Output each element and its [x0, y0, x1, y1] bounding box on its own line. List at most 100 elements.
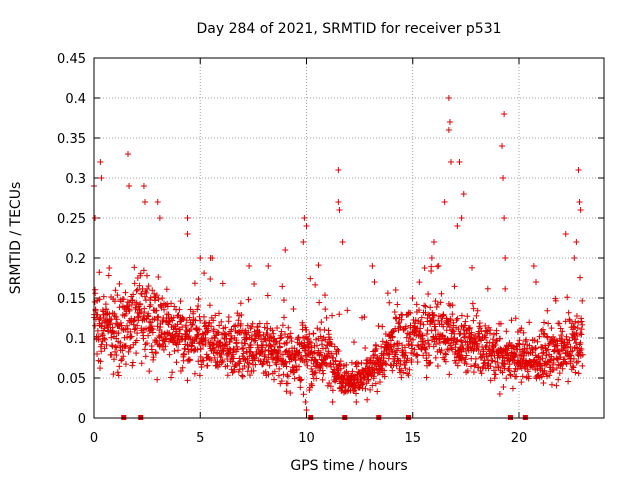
- data-point: [502, 255, 509, 261]
- data-point: [394, 301, 401, 308]
- data-point: [305, 335, 312, 342]
- data-point: [482, 334, 489, 341]
- data-point: [578, 331, 585, 338]
- data-point: [288, 338, 295, 345]
- data-point: [244, 322, 251, 329]
- data-point: [376, 355, 383, 362]
- y-tick-label: 0.25: [57, 212, 86, 227]
- data-point: [107, 319, 114, 326]
- data-point: [525, 375, 532, 382]
- y-tick-label: 0: [78, 412, 86, 427]
- data-point: [457, 337, 464, 344]
- data-point: [215, 329, 222, 336]
- data-point: [501, 111, 508, 117]
- data-point: [458, 338, 465, 345]
- data-point: [501, 215, 508, 221]
- data-point: [467, 324, 474, 331]
- y-tick-label: 0.35: [57, 132, 86, 147]
- plot-frame: [93, 57, 605, 419]
- data-point: [239, 372, 246, 379]
- data-point: [301, 344, 308, 351]
- data-point: [126, 183, 133, 189]
- data-point: [225, 313, 232, 320]
- data-point: [294, 335, 301, 342]
- data-point: [344, 307, 351, 314]
- data-point: [574, 324, 581, 331]
- data-point: [400, 369, 407, 376]
- data-point: [326, 379, 333, 386]
- data-point: [98, 175, 105, 181]
- data-point: [539, 355, 546, 362]
- data-point: [303, 356, 310, 363]
- data-point: [573, 313, 580, 320]
- data-point: [573, 239, 580, 245]
- axis-ticks: 0 0.05 0.1 0.15 0.2 0.25 0.3 0.35 0.4 0.45 0 5 10 15 2…: [57, 52, 604, 446]
- data-point: [402, 365, 409, 372]
- data-point: [142, 199, 148, 205]
- data-point: [296, 349, 303, 356]
- data-point: [149, 329, 156, 336]
- data-point: [210, 340, 217, 347]
- data-point: [430, 312, 437, 319]
- data-point: [306, 386, 313, 393]
- data-point: [497, 320, 504, 327]
- data-point: [313, 342, 320, 349]
- data-point: [458, 312, 465, 319]
- data-point: [264, 292, 271, 299]
- data-point: [384, 290, 391, 297]
- data-point: [487, 377, 494, 384]
- data-point: [312, 369, 319, 376]
- data-point: [407, 322, 414, 329]
- data-point: [484, 285, 491, 292]
- data-point: [540, 380, 547, 387]
- data-point: [552, 337, 559, 344]
- data-point: [248, 323, 255, 330]
- data-point: [261, 353, 268, 360]
- data-point: [412, 317, 419, 324]
- data-point: [266, 333, 273, 340]
- data-point: [155, 313, 162, 320]
- data-point: [536, 361, 543, 368]
- data-point: [546, 372, 553, 379]
- data-point: [98, 322, 105, 329]
- data-point: [94, 311, 101, 318]
- data-point: [382, 330, 389, 337]
- data-point: [398, 311, 405, 318]
- data-point: [133, 304, 140, 311]
- data-point: [391, 341, 398, 348]
- data-point: [569, 363, 576, 370]
- data-point: [421, 345, 428, 352]
- data-point: [228, 332, 235, 339]
- data-point: [559, 365, 566, 372]
- data-point: [447, 316, 454, 323]
- data-point: [577, 274, 584, 281]
- data-point: [454, 315, 461, 322]
- data-point: [112, 343, 119, 350]
- data-point: [95, 336, 102, 343]
- data-point: [539, 326, 546, 333]
- data-point: [530, 263, 537, 269]
- data-point: [213, 349, 220, 356]
- data-point: [218, 351, 225, 358]
- data-point: [226, 349, 233, 356]
- data-point: [334, 346, 341, 353]
- data-point: [115, 372, 122, 379]
- data-point: [577, 347, 584, 354]
- data-point: [409, 295, 416, 302]
- data-point: [173, 359, 180, 366]
- data-point: [512, 315, 519, 322]
- data-point: [516, 361, 523, 368]
- data-point: [339, 239, 346, 245]
- data-point: [515, 340, 522, 347]
- data-point: [235, 368, 242, 375]
- y-tick-label: 0.4: [65, 92, 86, 107]
- data-point: [272, 338, 279, 345]
- data-point: [431, 239, 437, 245]
- data-point: [210, 317, 217, 324]
- data-point: [218, 359, 225, 366]
- data-point: [122, 342, 129, 349]
- data-point: [382, 360, 389, 367]
- data-point: [492, 358, 499, 365]
- data-point: [578, 345, 585, 352]
- data-point: [137, 270, 144, 277]
